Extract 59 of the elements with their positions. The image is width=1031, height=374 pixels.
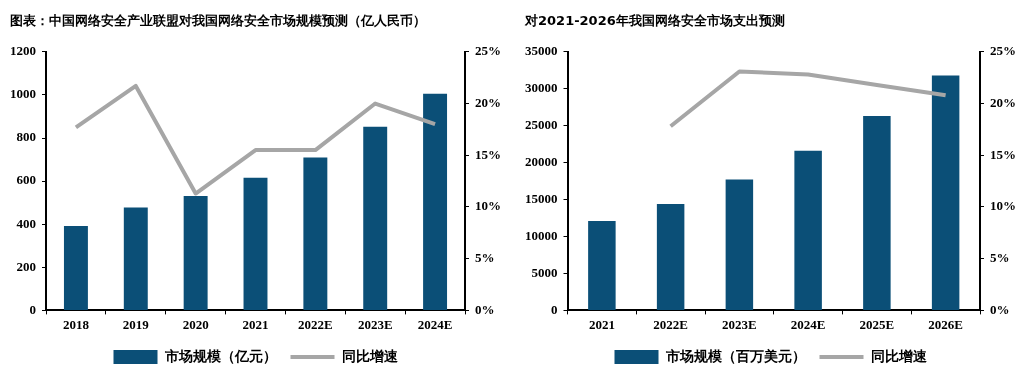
- y-tick-label: 25000: [525, 117, 558, 133]
- y2-tick-label: 25%: [990, 43, 1016, 59]
- bar: [363, 126, 388, 310]
- chart-title: 对2021-2026年我国网络安全市场支出预测: [524, 12, 786, 30]
- y2-tick-label: 10%: [990, 198, 1016, 214]
- x-tick-label: 2021: [588, 316, 615, 332]
- x-tick-label: 2023E: [722, 316, 757, 332]
- y-tick-label: 10000: [525, 227, 558, 243]
- bar: [588, 221, 616, 310]
- y2-tick-label: 20%: [475, 94, 501, 110]
- x-tick-label: 2019: [122, 316, 150, 332]
- bar: [423, 93, 448, 310]
- bar: [863, 116, 891, 310]
- y-tick-label: 1000: [10, 86, 36, 102]
- bar: [931, 75, 960, 310]
- y-tick-label: 30000: [525, 80, 558, 96]
- y-tick-label: 0: [29, 301, 36, 317]
- bar: [243, 177, 268, 310]
- y-tick-label: 600: [16, 172, 36, 188]
- x-tick-label: 2018: [62, 316, 90, 332]
- y-tick-label: 15000: [525, 190, 558, 206]
- y-tick-label: 800: [16, 129, 36, 145]
- x-tick-label: 2024E: [417, 316, 453, 332]
- y-tick-label: 400: [16, 215, 36, 231]
- bar: [303, 157, 328, 310]
- y2-tick-label: 20%: [990, 94, 1016, 110]
- legend-label: 同比增速: [870, 347, 928, 364]
- y-tick-label: 1200: [10, 43, 36, 59]
- y2-tick-label: 15%: [475, 146, 501, 162]
- x-tick-label: 2026E: [928, 316, 963, 332]
- legend-label: 市场规模（亿元）: [163, 347, 277, 364]
- y2-tick-label: 15%: [990, 146, 1016, 162]
- x-tick-label: 2024E: [790, 316, 826, 332]
- x-tick-label: 2023E: [357, 316, 393, 332]
- legend-label: 同比增速: [341, 347, 399, 364]
- y-tick-label: 35000: [525, 43, 558, 59]
- legend-label: 市场规模（百万美元）: [664, 347, 806, 364]
- chart-title: 图表：中国网络安全产业联盟对我国网络安全市场规模预测（亿人民币）: [9, 12, 427, 30]
- x-tick-label: 2020: [182, 316, 209, 332]
- bar: [656, 204, 685, 310]
- y2-tick-label: 5%: [990, 250, 1010, 266]
- y2-tick-label: 25%: [475, 43, 501, 59]
- bar: [63, 225, 88, 310]
- y-tick-label: 0: [551, 301, 558, 317]
- bar: [123, 207, 148, 310]
- y-tick-label: 5000: [531, 264, 558, 280]
- bar: [725, 179, 754, 310]
- x-tick-label: 2025E: [859, 316, 895, 332]
- bar: [183, 195, 208, 310]
- y2-tick-label: 5%: [475, 250, 495, 266]
- x-tick-label: 2022E: [298, 316, 333, 332]
- x-tick-label: 2022E: [653, 316, 688, 332]
- y2-tick-label: 0%: [475, 301, 495, 317]
- y2-tick-label: 10%: [475, 198, 501, 214]
- y2-tick-label: 0%: [990, 301, 1010, 317]
- y-tick-label: 20000: [525, 153, 558, 169]
- x-tick-label: 2021: [242, 316, 269, 332]
- bar: [794, 150, 822, 310]
- y-tick-label: 200: [16, 258, 36, 274]
